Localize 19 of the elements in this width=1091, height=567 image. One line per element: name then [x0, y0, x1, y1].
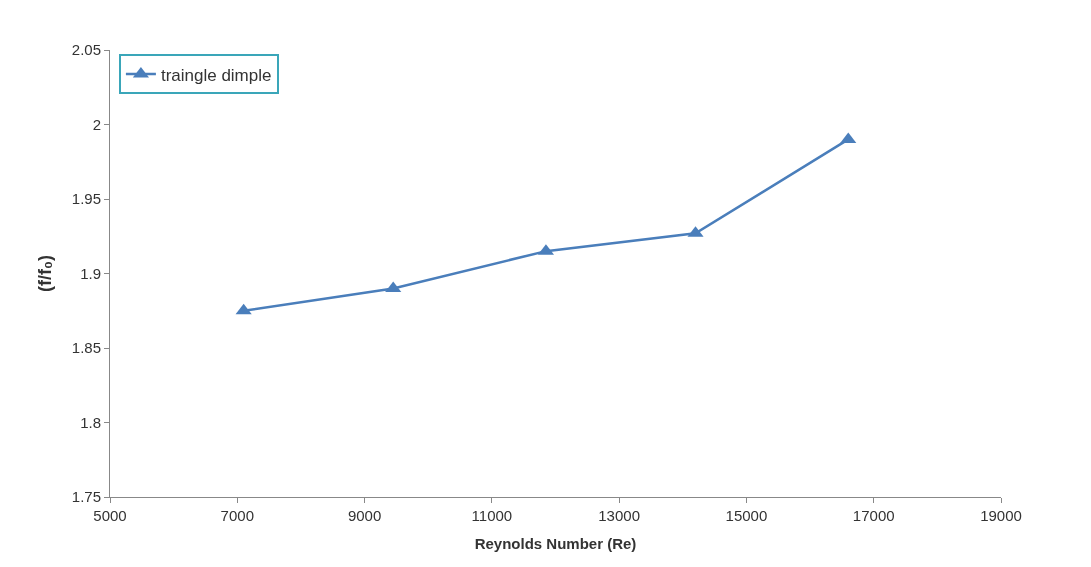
- x-tick-label: 5000: [93, 507, 127, 524]
- point: [235, 303, 252, 315]
- y-axis-title: (f/f₀): [35, 254, 55, 293]
- x-tick-label: 15000: [725, 507, 768, 524]
- x-tick-label: 11000: [471, 507, 513, 524]
- y-tick-label: 2: [92, 115, 101, 133]
- y-tick-label: 1.75: [71, 488, 101, 506]
- x-tick-label: 9000: [347, 507, 382, 524]
- y-tick-label: 1.95: [71, 190, 101, 208]
- y-tick-label: 1.8: [80, 413, 101, 431]
- x-tick-label: 17000: [852, 507, 895, 524]
- legend-label: traingle dimple: [160, 65, 272, 85]
- x-axis-title: Reynolds Number (Re): [474, 535, 637, 552]
- x-tick-label: 19000: [980, 507, 1022, 524]
- x-tick-label: 7000: [220, 507, 254, 524]
- y-tick-label: 1.85: [71, 339, 101, 357]
- y-tick-label: 1.9: [80, 264, 101, 282]
- x-tick-label: 13000: [598, 507, 640, 524]
- y-tick-label: 2.05: [71, 41, 101, 59]
